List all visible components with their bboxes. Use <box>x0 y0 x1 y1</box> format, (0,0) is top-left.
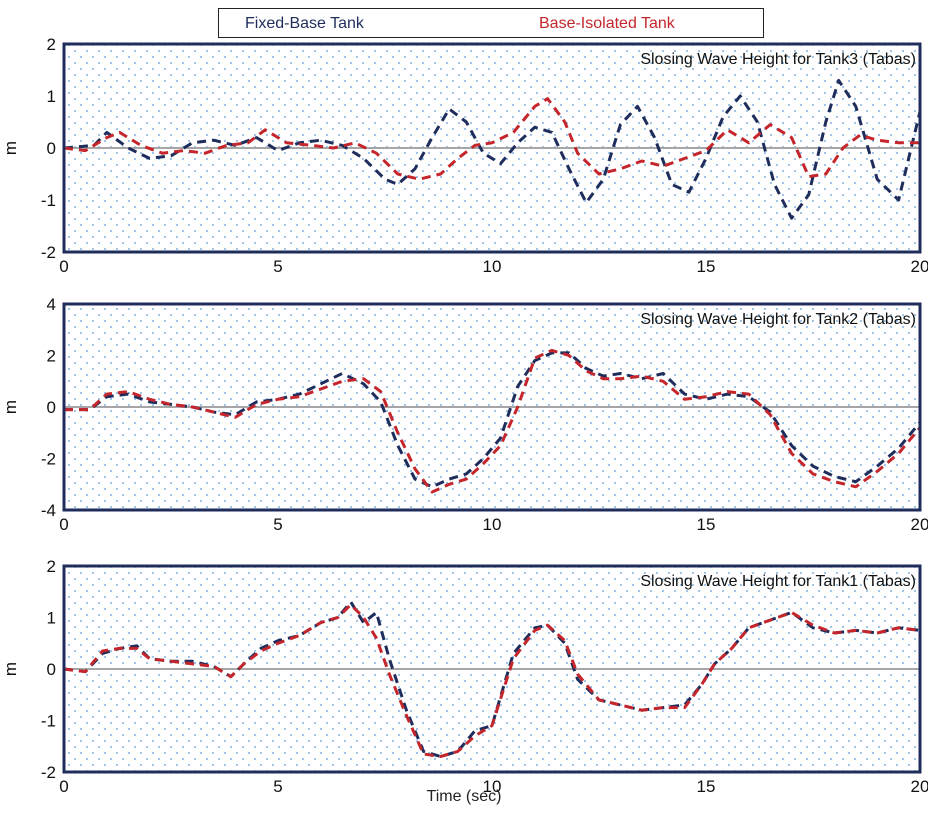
x-tick-label: 20 <box>911 777 928 796</box>
x-tick-label: 5 <box>273 777 282 796</box>
y-tick-label: 0 <box>47 139 56 158</box>
x-tick-label: 5 <box>273 257 282 276</box>
plot-frame <box>62 564 922 774</box>
y-tick-label: 1 <box>47 87 56 106</box>
chart-title: Slosing Wave Height for Tank2 (Tabas) <box>640 311 916 328</box>
x-tick-label: 0 <box>59 257 68 276</box>
y-tick-label: -4 <box>41 501 56 520</box>
x-tick-label: 10 <box>483 257 502 276</box>
y-tick-label: 2 <box>47 35 56 54</box>
y-axis-label: m <box>1 662 20 676</box>
y-tick-label: -2 <box>41 243 56 262</box>
y-tick-label: 2 <box>47 557 56 576</box>
y-tick-label: -2 <box>41 450 56 469</box>
chart-title: Slosing Wave Height for Tank3 (Tabas) <box>640 51 916 68</box>
series-line-base-isolated <box>63 603 921 758</box>
y-tick-label: 4 <box>47 295 56 314</box>
chart-title: Slosing Wave Height for Tank1 (Tabas) <box>640 573 916 590</box>
chart-panel-2: 0 5 10 15 20 -4 -2 0 2 4 m Slosing Wave Height for … <box>1 295 928 534</box>
x-tick-label: 0 <box>59 515 68 534</box>
y-axis-label: m <box>1 141 20 155</box>
x-tick-label: 20 <box>911 515 928 534</box>
chart-panel-3: 0 5 10 15 20 -2 -1 0 1 2 m Slosing Wave Height for … <box>1 557 928 796</box>
x-tick-label: 5 <box>273 515 282 534</box>
x-tick-label: 10 <box>483 777 502 796</box>
series-line-base-isolated <box>64 348 922 494</box>
chart-panel-1: 0 5 10 15 20 -2 -1 0 1 2 m Slosing Wave Height for … <box>1 35 928 276</box>
y-tick-label: -1 <box>41 712 56 731</box>
plot-frame <box>62 42 922 254</box>
legend-fixed-base: Fixed-Base Tank <box>245 15 364 32</box>
y-tick-label: 2 <box>47 347 56 366</box>
series-line-base-isolated <box>63 97 920 181</box>
y-tick-label: 0 <box>47 660 56 679</box>
series-line-fixed-base <box>63 78 922 220</box>
y-tick-label: 0 <box>47 398 56 417</box>
legend-base-isolated: Base-Isolated Tank <box>539 15 675 32</box>
y-tick-label: -2 <box>41 763 56 782</box>
x-tick-label: 15 <box>697 257 716 276</box>
x-tick-label: 15 <box>697 515 716 534</box>
x-tick-label: 20 <box>911 257 928 276</box>
plot-frame <box>62 302 922 512</box>
y-tick-label: -1 <box>41 191 56 210</box>
y-axis-label: m <box>1 400 20 414</box>
x-tick-label: 15 <box>697 777 716 796</box>
y-tick-label: 1 <box>47 609 56 628</box>
x-axis-label: Time (sec) <box>426 788 502 805</box>
x-tick-label: 0 <box>59 777 68 796</box>
x-tick-label: 10 <box>483 515 502 534</box>
legend: Fixed-Base Tank Base-Isolated Tank <box>218 8 764 38</box>
